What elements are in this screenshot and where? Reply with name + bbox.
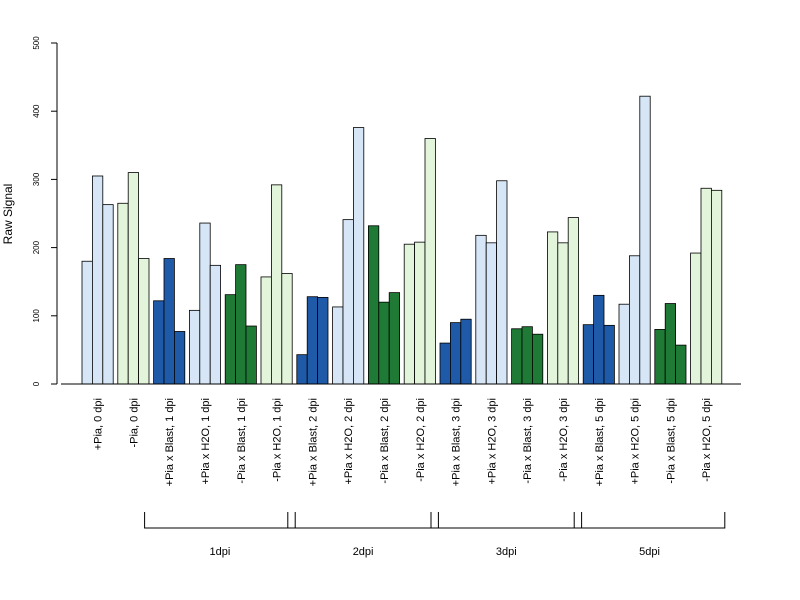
category-label: -Pia x Blast, 5 dpi: [665, 398, 677, 484]
y-axis: 0 100 200 300 400 500: [32, 36, 58, 386]
bar: [547, 231, 559, 385]
group-label: 1dpi: [210, 546, 231, 558]
bar: [511, 328, 523, 385]
y-tick-label: 500: [32, 36, 41, 50]
y-axis-title: Raw Signal: [1, 184, 15, 245]
bar: [173, 331, 186, 385]
bar: [603, 324, 615, 385]
bar: [521, 326, 533, 385]
bar: [711, 189, 723, 385]
category-labels: +Pia, 0 dpi -Pia, 0 dpi +Pia x Blast, 1 dp…: [93, 398, 714, 486]
bar: [138, 258, 150, 385]
group-brackets: 1dpi 2dpi 3dpi 5dpi: [144, 512, 726, 558]
category-label: -Pia x H2O, 5 dpi: [701, 398, 713, 482]
category-label: +Pia x Blast, 1 dpi: [164, 398, 176, 486]
bar: [81, 260, 93, 385]
y-tick-label: 0: [32, 381, 41, 386]
bar: [675, 344, 687, 385]
bar: [260, 276, 272, 385]
bar: [199, 222, 211, 385]
bar: [388, 292, 401, 385]
bar: [342, 219, 354, 385]
bar: [439, 342, 451, 385]
bar: [593, 294, 605, 385]
bar: [690, 252, 702, 385]
bar: [582, 324, 595, 385]
bar: [235, 264, 247, 385]
bar: [332, 306, 344, 385]
group-label: 5dpi: [639, 546, 660, 558]
bar: [700, 187, 712, 385]
bar: [654, 329, 666, 385]
category-label: -Pia x H2O, 1 dpi: [272, 398, 284, 482]
category-label: +Pia x H2O, 5 dpi: [630, 398, 642, 485]
bar: [127, 172, 139, 385]
bar: [117, 202, 129, 385]
bar: [270, 184, 283, 385]
group-label: 3dpi: [496, 546, 517, 558]
category-label: -Pia x Blast, 3 dpi: [522, 398, 534, 484]
category-label: -Pia, 0 dpi: [128, 398, 140, 448]
bar: [163, 258, 175, 385]
bars: [81, 95, 723, 385]
bar: [317, 296, 329, 385]
group-bracket: [430, 512, 583, 529]
category-label: -Pia x Blast, 2 dpi: [379, 398, 391, 484]
category-label: -Pia x H2O, 2 dpi: [415, 398, 427, 482]
y-tick-label: 100: [32, 309, 41, 323]
y-tick-label: 300: [32, 172, 41, 186]
bar: [188, 309, 201, 385]
bar: [485, 242, 498, 385]
group-bracket: [144, 512, 296, 529]
bar: [245, 325, 257, 385]
bar: [449, 322, 462, 385]
bar: [352, 127, 365, 385]
bar: [557, 242, 569, 385]
bar: [296, 354, 308, 385]
bar: [306, 296, 319, 385]
category-label: -Pia x H2O, 3 dpi: [558, 398, 570, 482]
bar: [414, 241, 426, 385]
bar: [281, 273, 293, 385]
bar: [567, 217, 580, 385]
group-bracket: [573, 512, 726, 529]
y-tick-label: 200: [32, 240, 41, 254]
category-label: +Pia x Blast, 5 dpi: [594, 398, 606, 486]
bar: [639, 95, 651, 385]
bar: [496, 180, 508, 385]
bar: [460, 318, 472, 385]
category-label: +Pia x Blast, 2 dpi: [307, 398, 319, 486]
category-label: +Pia x H2O, 1 dpi: [200, 398, 212, 485]
bar: [629, 255, 641, 385]
group-label: 2dpi: [353, 546, 374, 558]
bar: [403, 243, 416, 385]
y-tick-label: 400: [32, 104, 41, 118]
bar: [153, 300, 165, 385]
bar: [424, 138, 436, 385]
bar: [92, 175, 104, 385]
bar: [475, 234, 487, 385]
bar: [209, 264, 221, 385]
bar: [102, 204, 114, 385]
category-label: +Pia, 0 dpi: [93, 398, 105, 450]
category-label: +Pia x H2O, 2 dpi: [343, 398, 355, 485]
bar: [367, 225, 380, 385]
bar: [618, 303, 630, 385]
bar: [664, 303, 677, 385]
group-bracket: [287, 512, 439, 529]
bar: [224, 294, 236, 385]
category-label: +Pia x H2O, 3 dpi: [486, 398, 498, 485]
category-label: -Pia x Blast, 1 dpi: [236, 398, 248, 484]
bar: [532, 333, 544, 385]
category-label: +Pia x Blast, 3 dpi: [451, 398, 463, 486]
bar: [378, 301, 390, 385]
